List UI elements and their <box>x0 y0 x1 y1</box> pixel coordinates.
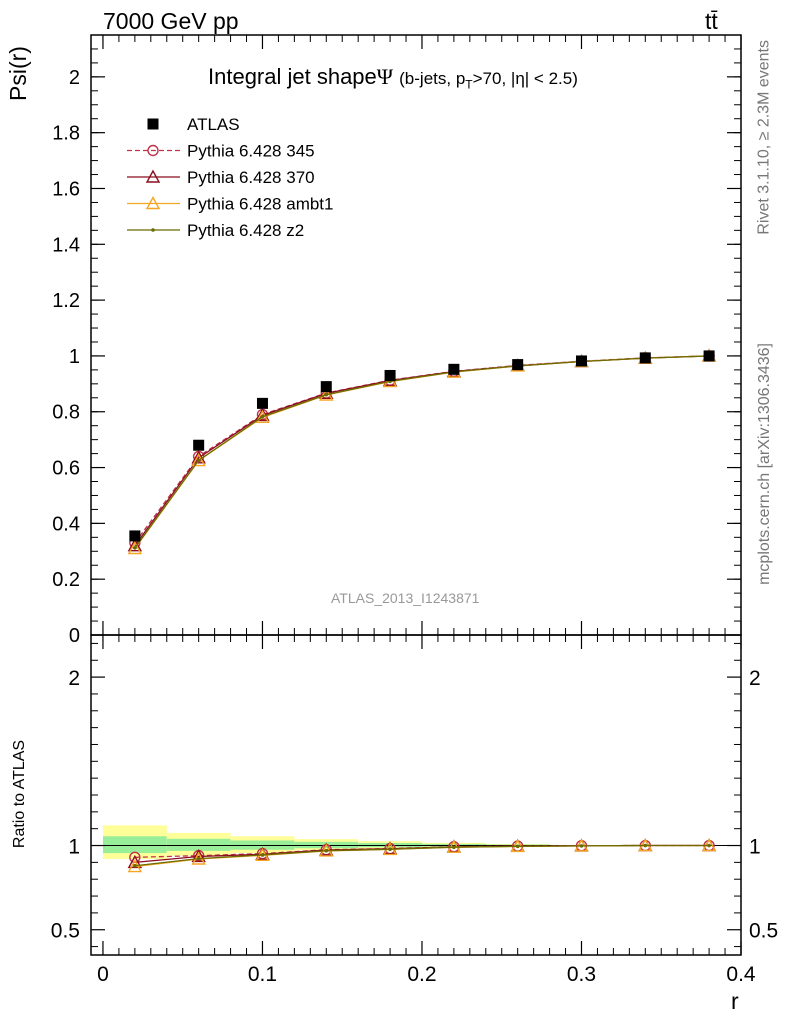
ratio-band-inner <box>166 838 231 851</box>
main-y-tick-label: 0.2 <box>52 569 80 591</box>
main-plot-series <box>127 348 717 555</box>
main-y-tick-label: 1.6 <box>52 178 80 200</box>
ratio-y-tick-label: 1 <box>68 836 80 859</box>
main-y-tick-label: 1 <box>69 346 80 368</box>
ratio-series-point <box>707 843 711 848</box>
x-tick-label: 0.1 <box>248 963 277 986</box>
ratio-series-point <box>579 844 584 848</box>
energy-label: 7000 GeV pp <box>103 8 239 34</box>
ratio-series-point <box>388 847 392 852</box>
series-point <box>196 458 201 463</box>
ratio-series-point <box>191 849 206 863</box>
series-point <box>191 450 206 464</box>
series-line <box>134 355 710 549</box>
ratio-y-tick-label: 0.5 <box>51 920 80 943</box>
chart-title: Integral jet shapeΨ (b-jets, pT>70, |η| … <box>208 64 578 91</box>
ratio-series-point <box>127 859 143 873</box>
ratio-series-point <box>196 856 201 861</box>
main-y-tick-label: 1.2 <box>52 290 80 312</box>
ratio-uncertainty-bands <box>102 825 550 859</box>
main-y-tick-label: 0.8 <box>52 402 80 424</box>
ratio-band-inner <box>102 836 167 854</box>
main-plot-frame: 0 0.2 0.4 0.6 0.8 1 1.2 1.4 1.6 1.8 2 <box>52 34 742 647</box>
series-point <box>191 453 206 467</box>
chart-subtitle-post: >70, |η| < 2.5) <box>472 69 578 88</box>
main-y-tick-label: 2 <box>69 67 80 89</box>
ratio-plot-series <box>127 838 717 873</box>
series-point <box>324 392 329 397</box>
ratio-series-point <box>515 844 520 849</box>
main-y-tick-label: 0 <box>69 625 80 647</box>
ratio-series-point <box>324 848 329 853</box>
series-point <box>255 407 270 422</box>
legend-label: Pythia 6.428 ambt1 <box>187 195 333 214</box>
data-point <box>512 359 524 371</box>
main-y-tick-label: 0.6 <box>52 458 80 480</box>
chart-title-text: Integral jet shape <box>208 64 377 89</box>
x-tick-label: 0 <box>97 963 109 986</box>
ratio-plot-frame: 0 0.1 0.2 0.3 0.4 0.5 0.5 1 1 2 2 <box>51 634 778 986</box>
data-point <box>256 397 268 409</box>
legend-marker <box>145 169 161 183</box>
x-tick-label: 0.4 <box>726 963 756 986</box>
x-tick-label: 0.3 <box>567 963 596 986</box>
legend-marker <box>147 144 159 157</box>
ratio-y-tick-label-right: 1 <box>749 836 761 859</box>
series-point <box>133 546 137 550</box>
ratio-series-line <box>134 844 710 867</box>
chart-title-symbol: Ψ <box>376 64 394 89</box>
data-point <box>193 439 205 451</box>
legend-label: Pythia 6.428 370 <box>187 168 315 187</box>
ratio-series-point <box>133 863 137 868</box>
series-line <box>134 355 710 549</box>
ratio-y-tick-label: 2 <box>68 667 80 690</box>
main-y-tick-label: 1.8 <box>52 123 80 145</box>
x-tick-label: 0.2 <box>407 963 436 986</box>
analysis-id-label: ATLAS_2013_I1243871 <box>331 590 480 606</box>
series-point <box>255 409 270 424</box>
ratio-series-point <box>260 853 265 857</box>
data-point <box>448 363 460 375</box>
ratio-series-point <box>643 843 648 848</box>
series-line <box>134 355 710 547</box>
chart-subtitle: (b-jets, pT>70, |η| < 2.5) <box>399 69 578 92</box>
ratio-y-tick-label-right: 2 <box>749 667 761 690</box>
data-point <box>384 369 396 381</box>
legend-label: Pythia 6.428 z2 <box>187 221 304 240</box>
ratio-frame-box <box>90 634 742 956</box>
legend-label: Pythia 6.428 345 <box>187 142 315 161</box>
series-line <box>134 355 710 544</box>
data-point <box>639 352 651 364</box>
legend-marker-data <box>147 118 159 130</box>
legend: ATLAS Pythia 6.428 345 Pythia 6.428 370 Pyt… <box>127 115 333 240</box>
data-point <box>320 381 332 393</box>
main-y-tick-label: 1.4 <box>52 234 80 256</box>
chart-subtitle-pre: (b-jets, p <box>399 69 466 88</box>
data-point <box>575 355 587 367</box>
legend-marker <box>151 228 155 232</box>
series-point <box>260 414 265 419</box>
legend-label: ATLAS <box>187 115 240 134</box>
process-label: tt̄ <box>705 8 718 34</box>
series-point <box>127 541 143 555</box>
x-axis-label: r <box>731 988 739 1014</box>
main-y-tick-label: 0.4 <box>52 513 80 535</box>
data-point <box>129 530 141 542</box>
chart-subtitle-sub: T <box>465 77 473 92</box>
legend-marker <box>145 196 161 210</box>
series-point <box>319 385 334 400</box>
ratio-series-point <box>452 845 456 850</box>
ratio-y-tick-label-right: 0.5 <box>749 920 778 943</box>
data-point <box>703 350 715 362</box>
